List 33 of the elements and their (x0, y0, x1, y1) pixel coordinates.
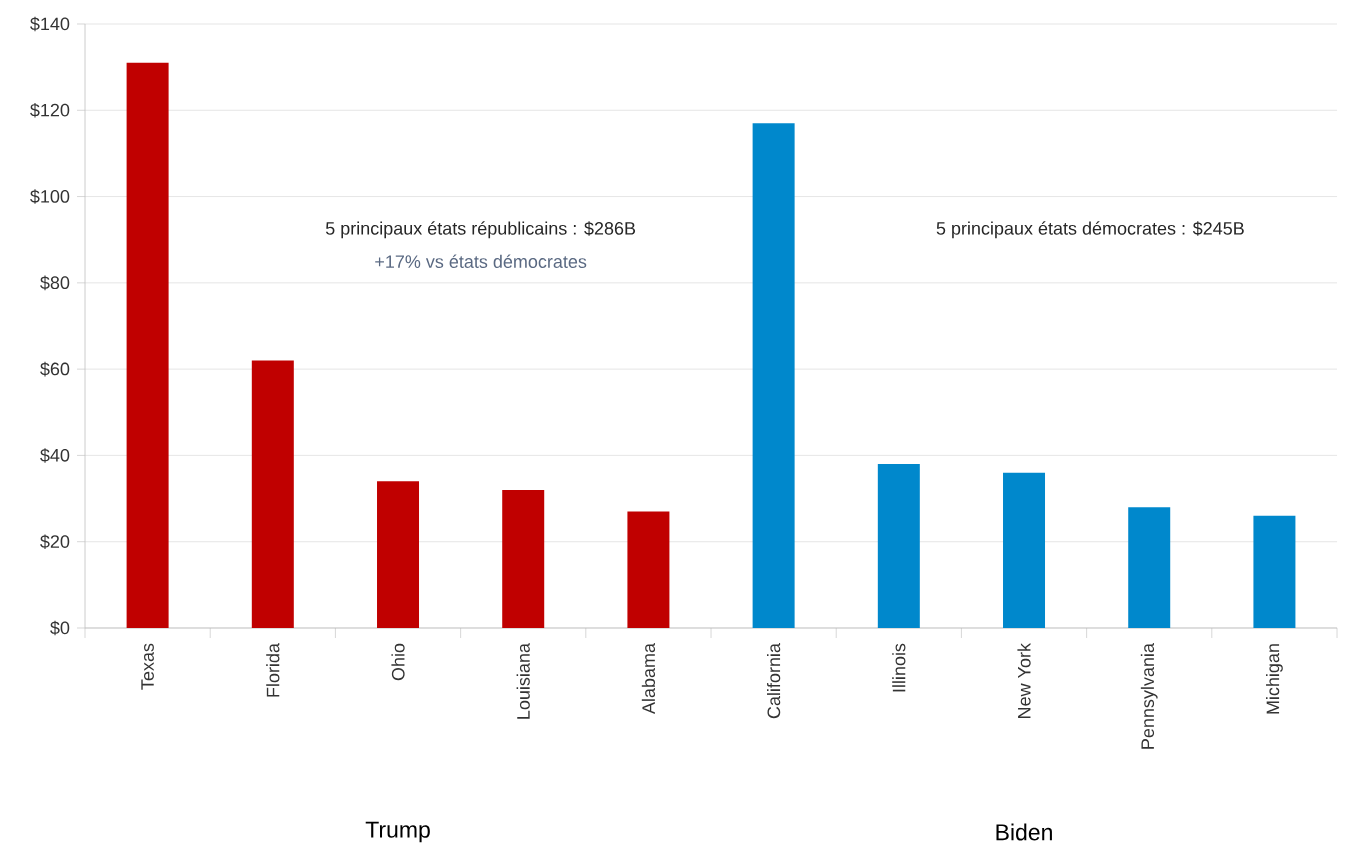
x-tick-label: Texas (141, 643, 154, 690)
y-tick-label: $140 (30, 16, 70, 32)
bar (877, 464, 920, 628)
annotation: 5 principaux états républicains : $286B (325, 221, 636, 239)
x-tick-label: New York (1017, 643, 1031, 718)
text: Biden (996, 823, 1052, 841)
x-tick-label: Florida (266, 643, 280, 697)
bar (752, 123, 795, 628)
x-tick-label: Illinois (892, 643, 906, 692)
x-tick-label: Alabama (641, 643, 656, 715)
bar (502, 489, 545, 628)
y-tick-label: $100 (30, 189, 70, 204)
bar (126, 62, 169, 628)
text: Trump (365, 821, 430, 843)
x-tick-label: California (767, 643, 781, 719)
y-tick-label: $0 (50, 620, 70, 636)
x-tick-label: Ohio (391, 643, 405, 681)
annotation: 5 principaux états démocrates : $245B (936, 221, 1244, 239)
bar (1128, 507, 1171, 628)
y-tick-label: $80 (40, 275, 70, 291)
bar (627, 511, 670, 628)
x-tick-label: Michigan (1266, 644, 1283, 714)
bar (377, 481, 420, 628)
annotation: +17% vs états démocrates (375, 254, 587, 268)
y-tick-label: $20 (40, 534, 70, 549)
bar (1253, 515, 1296, 628)
y-tick-label: $60 (40, 361, 70, 377)
bar (251, 360, 294, 628)
y-tick-label: $120 (30, 102, 70, 118)
x-tick-label: Louisiana (516, 643, 530, 719)
x-tick-label: Pennsylvania (1140, 643, 1158, 749)
y-tick-label: $40 (40, 448, 70, 463)
bar (1003, 472, 1046, 628)
